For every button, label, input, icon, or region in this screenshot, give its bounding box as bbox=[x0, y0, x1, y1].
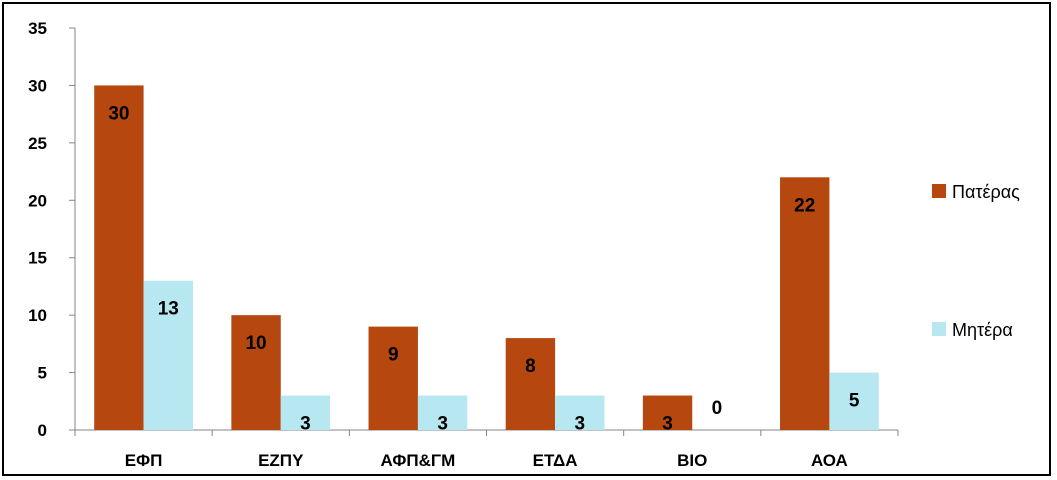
x-tick-label: ΑΦΠ&ΓΜ bbox=[381, 451, 456, 470]
data-label: 9 bbox=[388, 345, 399, 366]
x-tick-label: ΑΟΑ bbox=[811, 451, 848, 470]
legend: Πατέρας Μητέρα bbox=[932, 182, 1020, 340]
data-label: 30 bbox=[108, 103, 129, 124]
bars bbox=[94, 85, 879, 430]
bar bbox=[417, 395, 468, 430]
data-label: 13 bbox=[158, 299, 179, 320]
data-label: 3 bbox=[437, 414, 448, 435]
y-tick-label: 30 bbox=[28, 76, 47, 95]
bar bbox=[143, 280, 193, 430]
y-tick-label: 0 bbox=[38, 421, 47, 440]
bar bbox=[829, 372, 879, 430]
legend-swatch bbox=[932, 184, 946, 198]
x-tick-label: ΕΦΠ bbox=[125, 451, 163, 470]
data-label: 5 bbox=[849, 391, 860, 412]
y-tick-label: 35 bbox=[28, 19, 47, 38]
bar bbox=[555, 395, 605, 430]
data-label: 3 bbox=[662, 414, 673, 435]
bar bbox=[642, 395, 693, 430]
bar bbox=[231, 315, 281, 430]
bar bbox=[780, 177, 830, 430]
y-tick-label: 15 bbox=[28, 249, 47, 268]
bar bbox=[505, 338, 556, 430]
legend-swatch bbox=[932, 322, 946, 336]
x-tick-label: ΕΤΔΑ bbox=[533, 451, 578, 470]
data-label: 3 bbox=[300, 414, 311, 435]
data-label: 3 bbox=[574, 414, 585, 435]
y-tick-label: 20 bbox=[28, 191, 47, 210]
bar bbox=[280, 395, 331, 430]
x-tick-label: ΒΙΟ bbox=[677, 451, 707, 470]
legend-label: Μητέρα bbox=[952, 320, 1013, 340]
data-label: 0 bbox=[712, 398, 723, 419]
x-tick-label: ΕΖΠΥ bbox=[258, 451, 304, 470]
data-label: 8 bbox=[525, 356, 536, 377]
bar bbox=[94, 85, 144, 430]
y-tick-label: 5 bbox=[38, 364, 47, 383]
data-label: 10 bbox=[245, 333, 266, 354]
y-tick-label: 25 bbox=[28, 134, 47, 153]
data-label: 22 bbox=[794, 195, 815, 216]
bar bbox=[368, 326, 418, 430]
y-tick-label: 10 bbox=[28, 306, 47, 325]
legend-label: Πατέρας bbox=[952, 182, 1020, 202]
